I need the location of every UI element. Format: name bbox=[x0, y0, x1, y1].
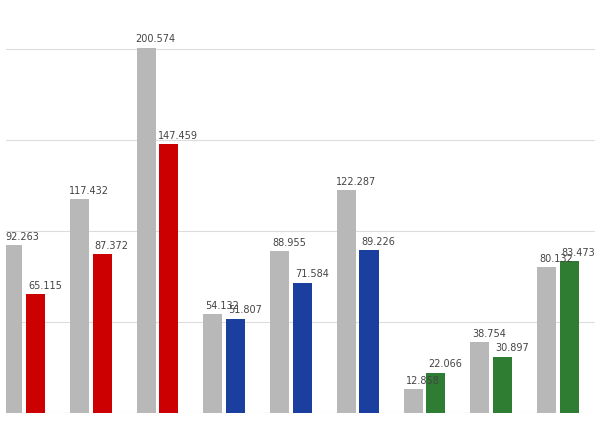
Bar bbox=[26, 294, 45, 413]
Bar bbox=[226, 319, 245, 413]
Text: 117.432: 117.432 bbox=[69, 186, 109, 196]
Text: 83.473: 83.473 bbox=[562, 248, 596, 258]
Text: 38.754: 38.754 bbox=[472, 329, 506, 339]
Bar bbox=[403, 390, 423, 413]
Bar bbox=[426, 373, 445, 413]
Text: 51.807: 51.807 bbox=[228, 305, 262, 315]
Text: 92.263: 92.263 bbox=[5, 232, 39, 242]
Bar bbox=[470, 342, 489, 413]
Bar bbox=[337, 190, 356, 413]
Text: 200.574: 200.574 bbox=[136, 34, 176, 44]
Bar bbox=[293, 283, 312, 413]
Bar bbox=[270, 251, 289, 413]
Text: 65.115: 65.115 bbox=[28, 281, 62, 291]
Text: 54.132: 54.132 bbox=[206, 301, 239, 311]
Bar bbox=[93, 254, 112, 413]
Text: 87.372: 87.372 bbox=[95, 240, 129, 251]
Text: 12.858: 12.858 bbox=[406, 376, 439, 386]
Text: 147.459: 147.459 bbox=[159, 131, 198, 141]
Bar bbox=[136, 48, 156, 413]
Text: 89.226: 89.226 bbox=[362, 237, 395, 247]
Bar bbox=[537, 267, 556, 413]
Bar bbox=[203, 314, 222, 413]
Text: 88.955: 88.955 bbox=[272, 238, 306, 248]
Text: 22.066: 22.066 bbox=[429, 359, 462, 369]
Text: 71.584: 71.584 bbox=[295, 269, 329, 279]
Text: 30.897: 30.897 bbox=[495, 343, 529, 353]
Bar bbox=[359, 250, 379, 413]
Bar bbox=[560, 261, 579, 413]
Text: 80.132: 80.132 bbox=[539, 254, 573, 264]
Text: 122.287: 122.287 bbox=[336, 177, 376, 187]
Bar bbox=[70, 199, 89, 413]
Bar bbox=[3, 245, 22, 413]
Bar bbox=[159, 144, 178, 413]
Bar bbox=[493, 356, 512, 413]
